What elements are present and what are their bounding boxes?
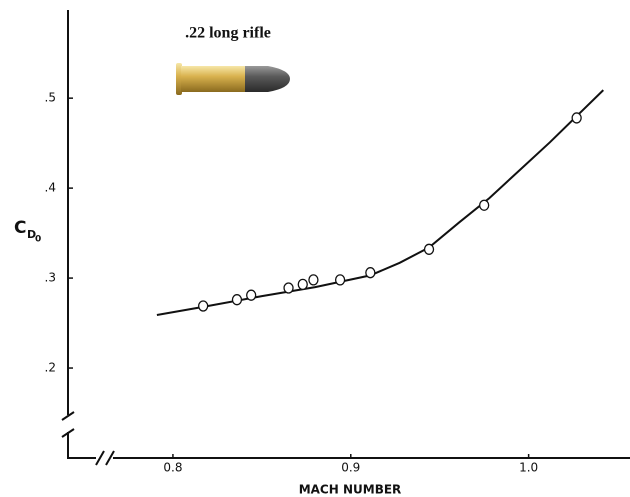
data-point <box>246 289 257 301</box>
y-axis-label-sub: D <box>27 228 36 241</box>
data-point <box>423 243 435 255</box>
axis-breaks <box>61 411 115 466</box>
data-point <box>297 278 308 291</box>
axis-lines <box>67 10 630 459</box>
data-point <box>571 112 582 124</box>
bullet-icon <box>176 63 290 95</box>
data-point <box>308 274 319 286</box>
data-point <box>334 274 346 286</box>
data-point <box>231 294 243 306</box>
fit-curve <box>156 89 604 316</box>
y-tick-label: .4 <box>45 181 56 195</box>
x-tick-label: 0.8 <box>163 461 182 475</box>
y-axis-label: C <box>14 218 26 238</box>
data-point <box>283 282 294 294</box>
x-tick-label: 1.0 <box>519 461 538 475</box>
y-axis-label-subsub: 0 <box>35 235 41 245</box>
x-axis-label: MACH NUMBER <box>299 483 402 497</box>
y-tick-label: .3 <box>45 271 56 285</box>
data-point <box>365 267 376 279</box>
x-tick-label: 0.9 <box>341 461 360 475</box>
y-tick-label: .5 <box>45 91 56 105</box>
data-point <box>198 300 209 312</box>
y-tick-label: .2 <box>45 361 56 375</box>
data-point <box>479 199 490 211</box>
chart-title: .22 long rifle <box>185 25 271 42</box>
